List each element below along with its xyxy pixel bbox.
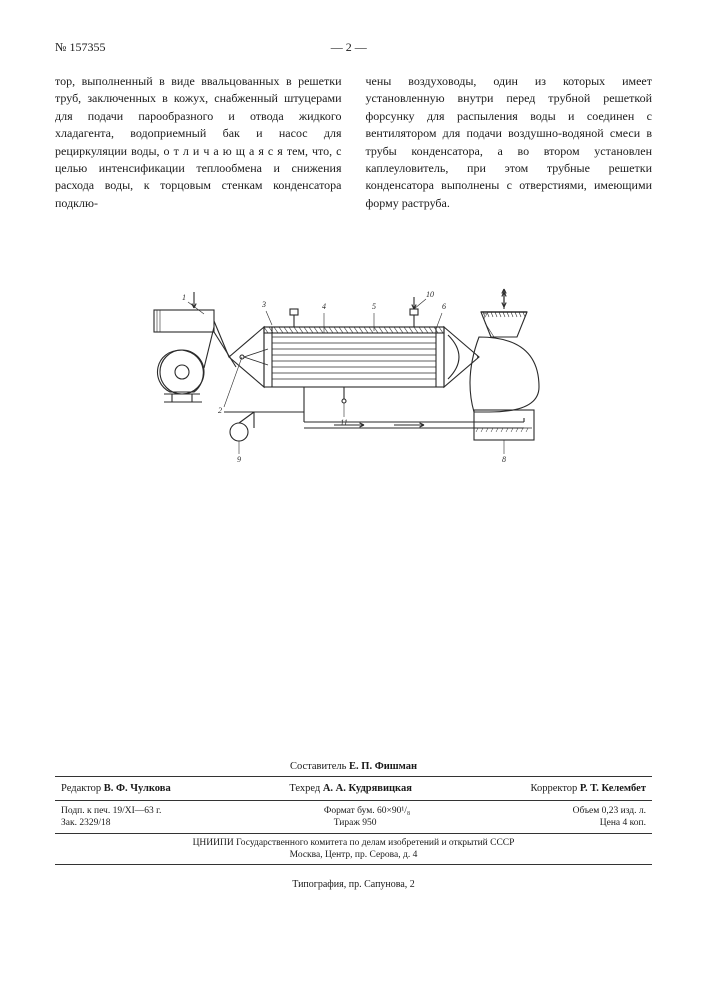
svg-text:3: 3 [261,300,266,309]
column-left: тор, выполненный в виде ввальцованных в … [55,73,342,212]
page-number: — 2 — [331,40,367,55]
credits-row: Редактор В. Ф. Чулкова Техред А. А. Кудр… [55,781,652,796]
svg-text:8: 8 [502,455,506,462]
condenser-diagram: 1234567891011 [124,272,584,462]
svg-text:6: 6 [442,302,446,311]
typography-line: Типография, пр. Сапунова, 2 [55,879,652,890]
svg-text:9: 9 [237,455,241,462]
svg-text:5: 5 [372,302,376,311]
column-right: чены воздуховоды, один из которых имеет … [366,73,653,212]
doc-number: № 157355 [55,40,105,55]
address-line: Москва, Центр, пр. Серова, д. 4 [55,850,652,860]
svg-text:2: 2 [218,406,222,415]
page: № 157355 — 2 — тор, выполненный в виде в… [0,0,707,1000]
org-line: ЦНИИПИ Государственного комитета по дела… [55,838,652,848]
compiler-line: Составитель Е. П. Фишман [55,761,652,772]
figure-wrap: 1234567891011 [55,272,652,462]
svg-text:11: 11 [340,418,347,427]
meta-row-2: Зак. 2329/18 Тираж 950 Цена 4 коп. [55,817,652,829]
svg-text:4: 4 [322,302,326,311]
meta-row-1: Подп. к печ. 19/XI—63 г. Формат бум. 60×… [55,805,652,817]
body-columns: тор, выполненный в виде ввальцованных в … [55,73,652,212]
header-row: № 157355 — 2 — [55,40,652,55]
svg-text:1: 1 [182,293,186,302]
svg-text:10: 10 [426,290,434,299]
footer: Составитель Е. П. Фишман Редактор В. Ф. … [55,761,652,890]
